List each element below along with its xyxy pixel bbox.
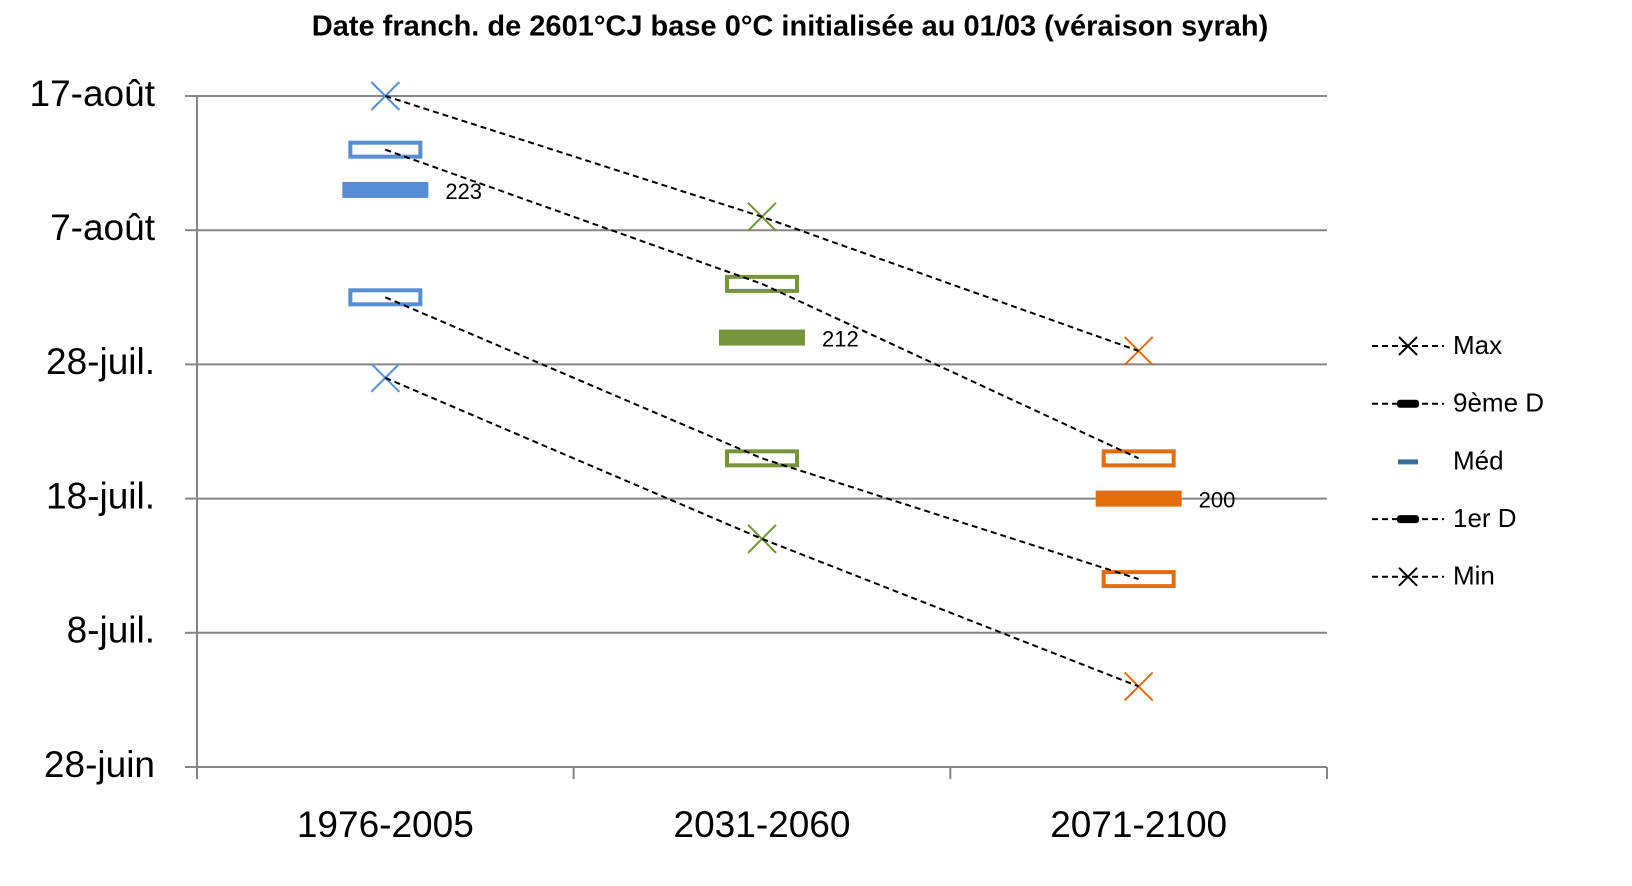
legend-label: 9ème D [1453, 388, 1544, 418]
marker [370, 363, 401, 393]
series-line [384, 148, 1140, 460]
data-label: 200 [1199, 487, 1236, 512]
y-tick-label: 28-juin [44, 744, 155, 785]
legend-label: Méd [1453, 445, 1504, 475]
y-tick-label: 7-août [50, 207, 156, 248]
legend-label: Max [1453, 330, 1502, 360]
data-label: 212 [822, 326, 859, 351]
marker [1123, 336, 1154, 366]
marker [1123, 671, 1154, 702]
marker [342, 181, 429, 198]
legend-label: Min [1453, 561, 1495, 591]
series-line [385, 95, 1140, 352]
chart-title: Date franch. de 2601°CJ base 0°C initial… [312, 11, 1268, 43]
y-tick-label: 17-août [30, 73, 156, 114]
y-tick-label: 8-juil. [67, 610, 155, 651]
legend-marker [1398, 567, 1418, 587]
x-tick-label: 1976-2005 [297, 804, 474, 845]
legend-marker [1398, 336, 1418, 356]
x-tick-label: 2031-2060 [674, 804, 851, 845]
legend-marker [1397, 399, 1419, 408]
y-tick-label: 18-juil. [46, 475, 155, 516]
legend-label: 1er D [1453, 503, 1517, 533]
y-tick-label: 28-juil. [46, 341, 155, 382]
x-tick-label: 2071-2100 [1050, 804, 1227, 845]
marker [1095, 490, 1182, 507]
marker [747, 524, 777, 554]
marker [370, 81, 401, 111]
legend-marker [1398, 459, 1418, 465]
series-line [384, 376, 1140, 688]
marker [725, 449, 799, 468]
marker [725, 274, 799, 293]
data-label: 223 [445, 179, 482, 204]
marker [719, 329, 805, 346]
legend-marker [1397, 515, 1419, 524]
series-line [384, 296, 1139, 581]
